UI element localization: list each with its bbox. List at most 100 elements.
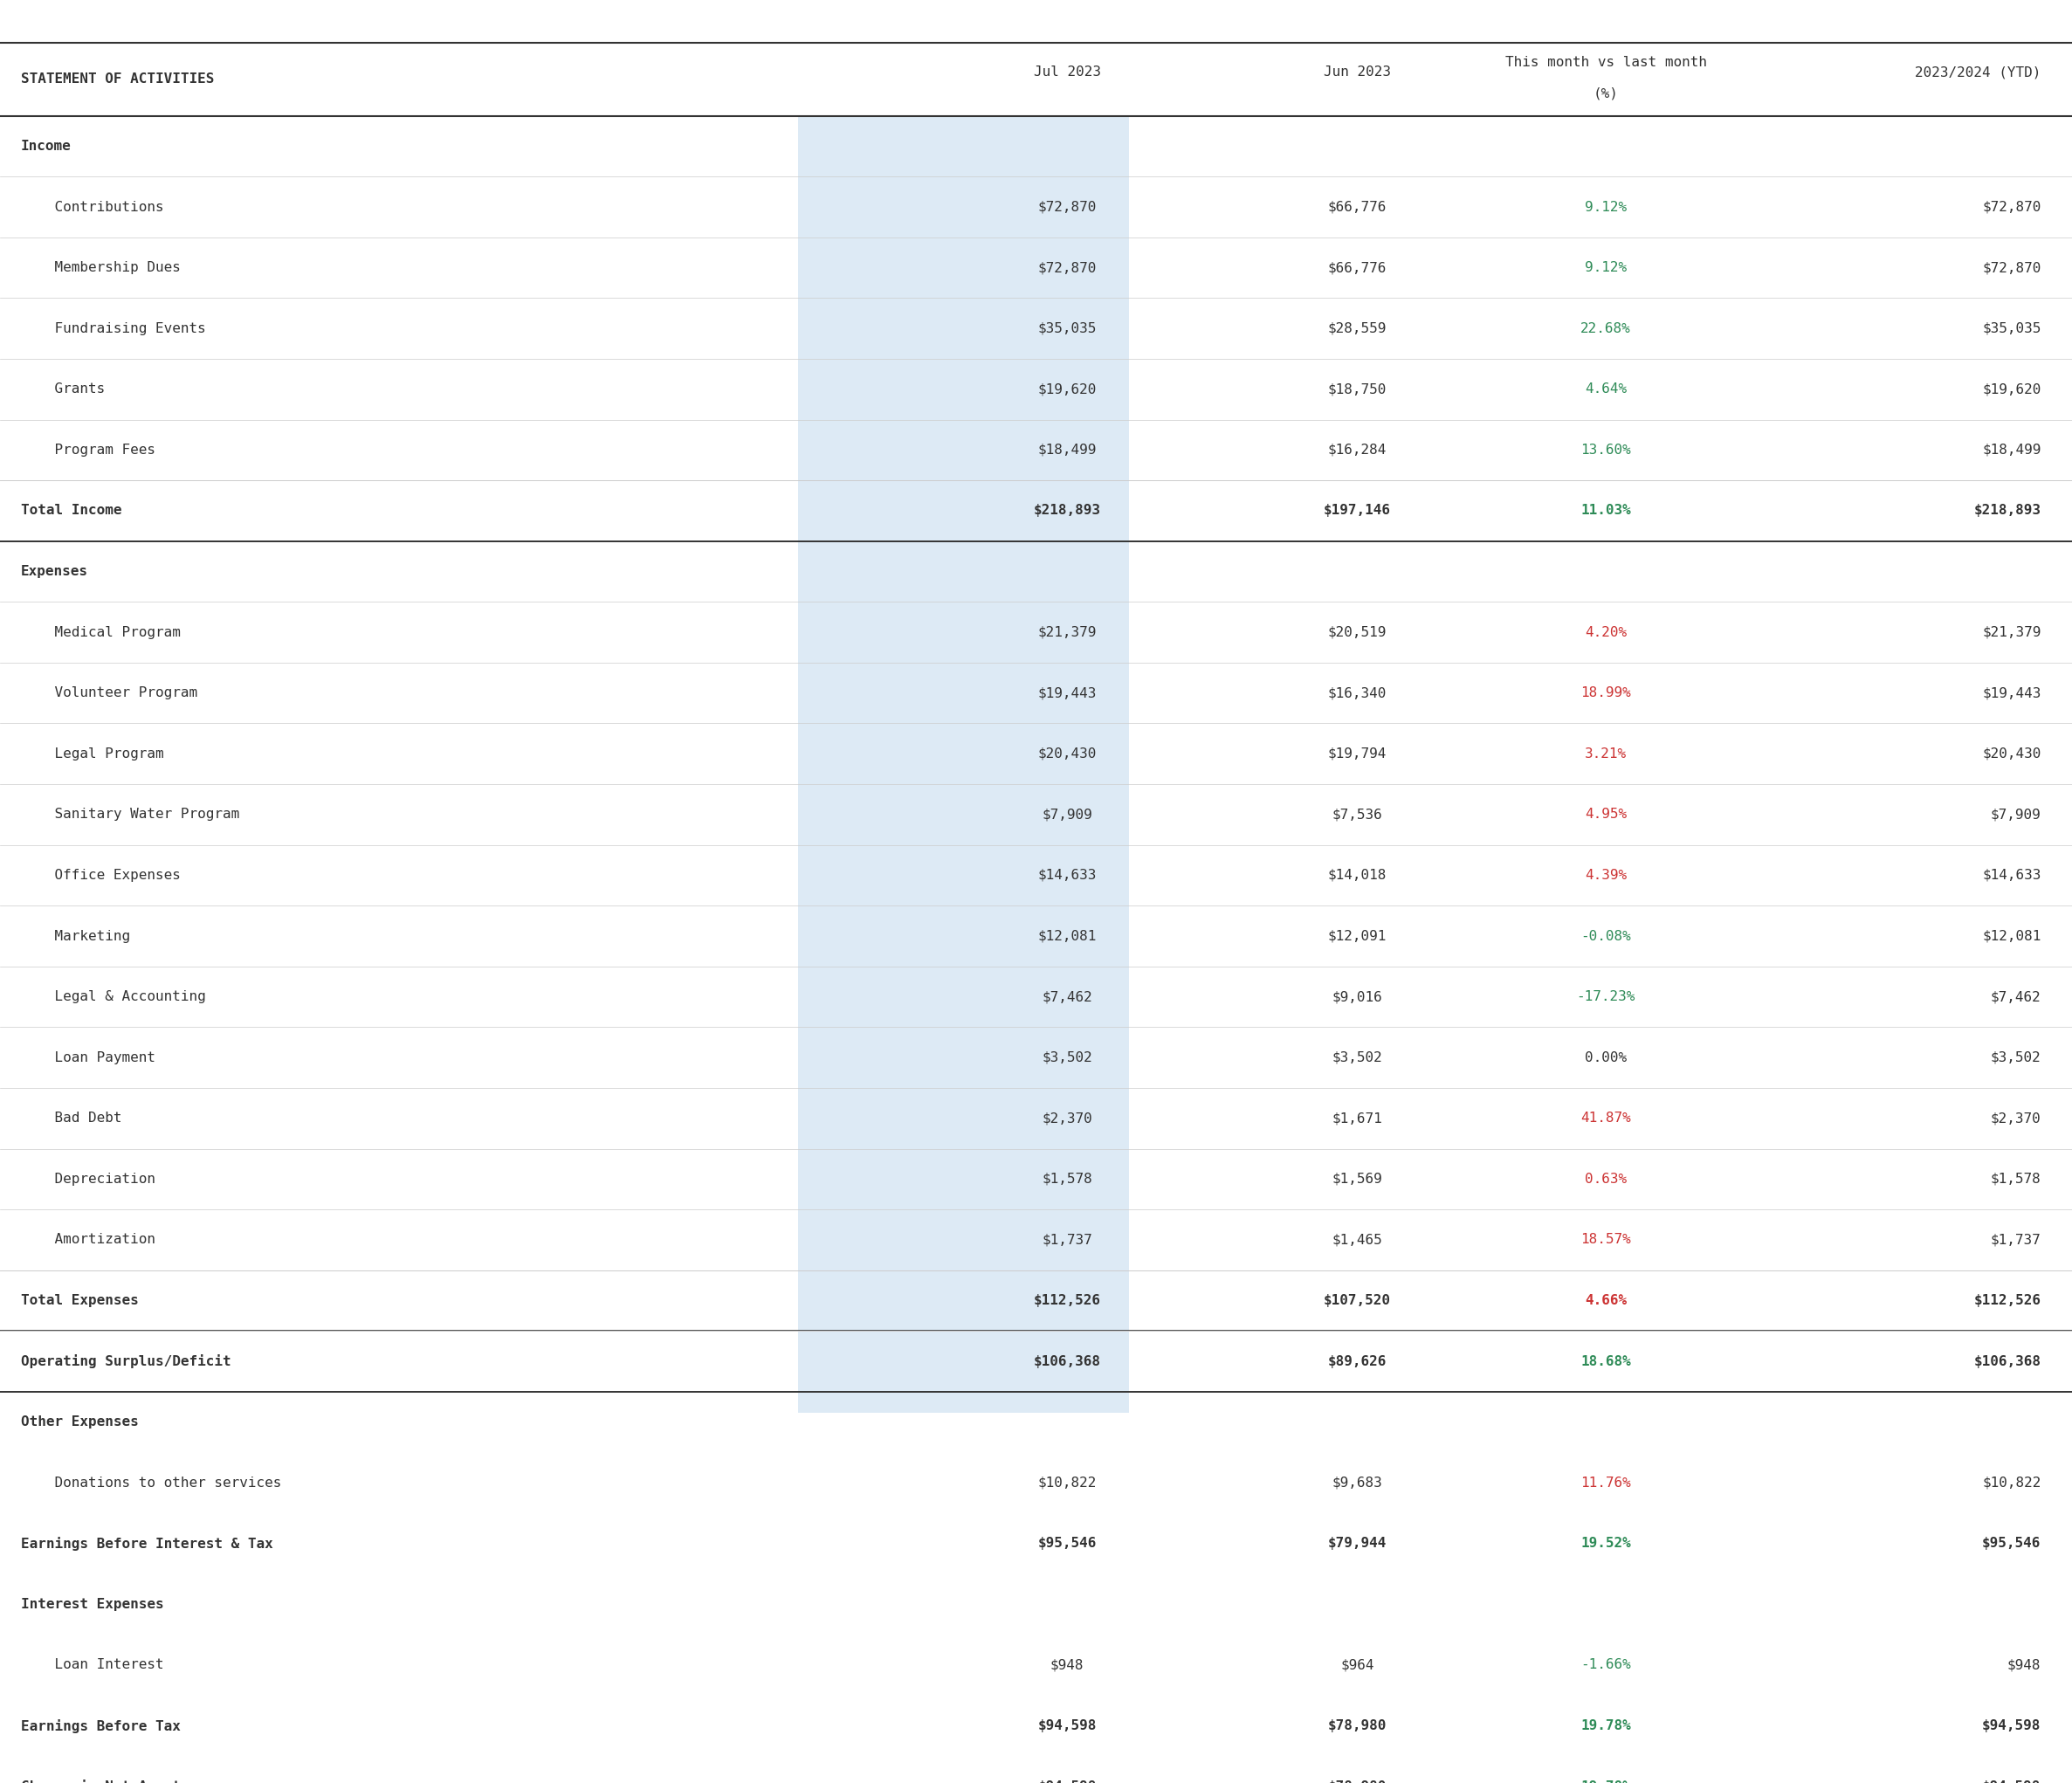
Text: (%): (%) xyxy=(1593,87,1618,100)
FancyBboxPatch shape xyxy=(798,237,1129,298)
Text: $1,578: $1,578 xyxy=(1042,1173,1092,1186)
Text: -1.66%: -1.66% xyxy=(1581,1658,1631,1672)
Text: -0.08%: -0.08% xyxy=(1581,929,1631,943)
Text: $948: $948 xyxy=(1051,1658,1084,1672)
Text: Sanitary Water Program: Sanitary Water Program xyxy=(21,808,238,822)
Text: Donations to other services: Donations to other services xyxy=(21,1476,282,1489)
Text: 9.12%: 9.12% xyxy=(1585,200,1627,214)
Text: Membership Dues: Membership Dues xyxy=(21,260,180,275)
Text: Loan Payment: Loan Payment xyxy=(21,1050,155,1064)
Text: $1,569: $1,569 xyxy=(1332,1173,1382,1186)
Text: Bad Debt: Bad Debt xyxy=(21,1113,122,1125)
Text: $7,909: $7,909 xyxy=(1991,808,2041,822)
Text: $19,620: $19,620 xyxy=(1983,383,2041,396)
Text: Earnings Before Tax: Earnings Before Tax xyxy=(21,1719,180,1733)
FancyBboxPatch shape xyxy=(798,1453,1129,1514)
Text: Other Expenses: Other Expenses xyxy=(21,1416,139,1428)
Text: $10,822: $10,822 xyxy=(1983,1476,2041,1489)
Text: This month vs last month: This month vs last month xyxy=(1504,55,1707,70)
Text: $12,091: $12,091 xyxy=(1328,929,1386,943)
Text: 18.99%: 18.99% xyxy=(1581,686,1631,699)
Text: $197,146: $197,146 xyxy=(1324,505,1390,517)
Text: Earnings Before Interest & Tax: Earnings Before Interest & Tax xyxy=(21,1537,274,1551)
Text: $78,980: $78,980 xyxy=(1328,1779,1386,1783)
Text: $9,016: $9,016 xyxy=(1332,990,1382,1004)
FancyBboxPatch shape xyxy=(798,1269,1129,1330)
FancyBboxPatch shape xyxy=(798,1393,1129,1453)
Text: Legal & Accounting: Legal & Accounting xyxy=(21,990,205,1004)
Text: Legal Program: Legal Program xyxy=(21,747,164,760)
Text: $1,578: $1,578 xyxy=(1991,1173,2041,1186)
Text: $12,081: $12,081 xyxy=(1983,929,2041,943)
Text: $18,499: $18,499 xyxy=(1038,444,1096,456)
Text: $964: $964 xyxy=(1341,1658,1374,1672)
Text: $20,430: $20,430 xyxy=(1038,747,1096,760)
Text: $19,443: $19,443 xyxy=(1038,686,1096,699)
Text: $948: $948 xyxy=(2008,1658,2041,1672)
Text: $14,018: $14,018 xyxy=(1328,868,1386,883)
Text: Operating Surplus/Deficit: Operating Surplus/Deficit xyxy=(21,1355,230,1368)
Text: $35,035: $35,035 xyxy=(1038,323,1096,335)
FancyBboxPatch shape xyxy=(798,116,1129,177)
Text: $79,944: $79,944 xyxy=(1328,1537,1386,1549)
Text: Jul 2023: Jul 2023 xyxy=(1034,66,1100,78)
Text: STATEMENT OF ACTIVITIES: STATEMENT OF ACTIVITIES xyxy=(21,73,213,86)
FancyBboxPatch shape xyxy=(798,419,1129,480)
Text: $72,870: $72,870 xyxy=(1038,200,1096,214)
FancyBboxPatch shape xyxy=(798,1209,1129,1269)
Text: Change in Net Assets: Change in Net Assets xyxy=(21,1779,189,1783)
Text: 19.78%: 19.78% xyxy=(1581,1779,1631,1783)
Text: $12,081: $12,081 xyxy=(1038,929,1096,943)
Text: $16,284: $16,284 xyxy=(1328,444,1386,456)
FancyBboxPatch shape xyxy=(798,1148,1129,1209)
Text: $112,526: $112,526 xyxy=(1034,1294,1100,1307)
Text: $95,546: $95,546 xyxy=(1038,1537,1096,1549)
FancyBboxPatch shape xyxy=(798,1088,1129,1148)
FancyBboxPatch shape xyxy=(798,1514,1129,1574)
Text: $7,909: $7,909 xyxy=(1042,808,1092,822)
Text: 19.78%: 19.78% xyxy=(1581,1719,1631,1733)
Text: $10,822: $10,822 xyxy=(1038,1476,1096,1489)
Text: $106,368: $106,368 xyxy=(1034,1355,1100,1368)
FancyBboxPatch shape xyxy=(798,1027,1129,1088)
Text: Total Expenses: Total Expenses xyxy=(21,1294,139,1307)
FancyBboxPatch shape xyxy=(798,785,1129,845)
Text: $14,633: $14,633 xyxy=(1038,868,1096,883)
Text: 41.87%: 41.87% xyxy=(1581,1113,1631,1125)
Text: $94,598: $94,598 xyxy=(1983,1779,2041,1783)
FancyBboxPatch shape xyxy=(798,1574,1129,1635)
Text: Marketing: Marketing xyxy=(21,929,131,943)
FancyBboxPatch shape xyxy=(798,1756,1129,1783)
Text: $20,519: $20,519 xyxy=(1328,626,1386,638)
Text: Volunteer Program: Volunteer Program xyxy=(21,686,197,699)
FancyBboxPatch shape xyxy=(798,966,1129,1027)
Text: $3,502: $3,502 xyxy=(1042,1050,1092,1064)
Text: $16,340: $16,340 xyxy=(1328,686,1386,699)
Text: $14,633: $14,633 xyxy=(1983,868,2041,883)
Text: Income: Income xyxy=(21,139,70,153)
Text: $19,443: $19,443 xyxy=(1983,686,2041,699)
Text: Expenses: Expenses xyxy=(21,565,87,578)
Text: $19,620: $19,620 xyxy=(1038,383,1096,396)
FancyBboxPatch shape xyxy=(798,724,1129,785)
Text: $1,737: $1,737 xyxy=(1991,1234,2041,1246)
Text: Jun 2023: Jun 2023 xyxy=(1324,66,1390,78)
FancyBboxPatch shape xyxy=(798,603,1129,663)
Text: $21,379: $21,379 xyxy=(1983,626,2041,638)
Text: $78,980: $78,980 xyxy=(1328,1719,1386,1733)
Text: 18.68%: 18.68% xyxy=(1581,1355,1631,1368)
Text: Contributions: Contributions xyxy=(21,200,164,214)
Text: $20,430: $20,430 xyxy=(1983,747,2041,760)
Text: $2,370: $2,370 xyxy=(1042,1113,1092,1125)
Text: $7,462: $7,462 xyxy=(1042,990,1092,1004)
Text: $72,870: $72,870 xyxy=(1983,200,2041,214)
Text: $72,870: $72,870 xyxy=(1038,260,1096,275)
Text: $3,502: $3,502 xyxy=(1991,1050,2041,1064)
Text: Loan Interest: Loan Interest xyxy=(21,1658,164,1672)
Text: $3,502: $3,502 xyxy=(1332,1050,1382,1064)
Text: Program Fees: Program Fees xyxy=(21,444,155,456)
Text: Office Expenses: Office Expenses xyxy=(21,868,180,883)
Text: 22.68%: 22.68% xyxy=(1581,323,1631,335)
FancyBboxPatch shape xyxy=(798,1330,1129,1393)
Text: $1,671: $1,671 xyxy=(1332,1113,1382,1125)
